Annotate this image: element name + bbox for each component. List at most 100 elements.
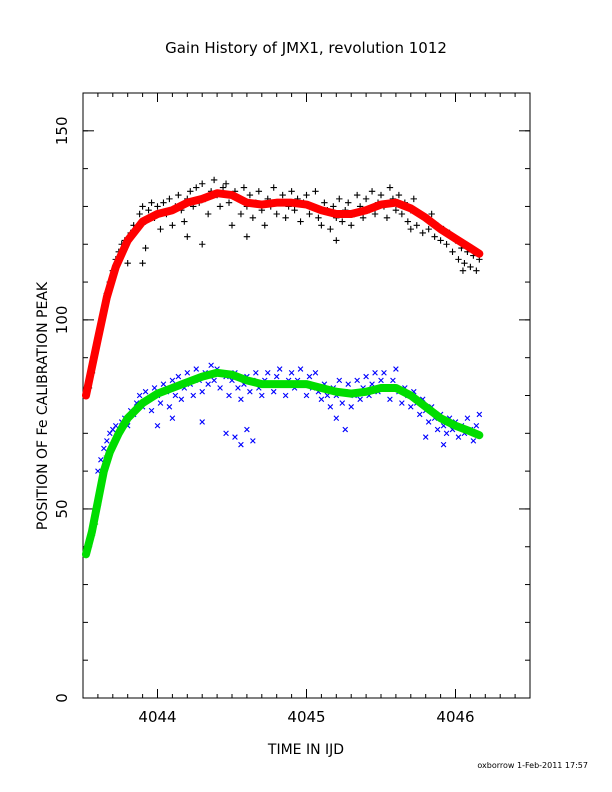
plus-marker <box>348 222 355 229</box>
cross-marker <box>110 426 116 433</box>
cross-marker <box>107 430 113 437</box>
cross-marker <box>288 370 295 376</box>
cross-marker <box>250 438 256 444</box>
plus-marker <box>249 214 257 221</box>
plot-area <box>81 92 531 699</box>
cross-marker <box>142 388 149 395</box>
plus-marker <box>282 214 289 221</box>
cross-marker <box>434 426 441 433</box>
cross-marker <box>443 430 450 437</box>
plus-marker <box>169 222 176 229</box>
plus-marker <box>371 210 379 218</box>
plus-marker <box>345 199 352 206</box>
cross-marker <box>235 385 241 391</box>
cross-marker <box>199 419 205 425</box>
cross-marker <box>470 438 477 444</box>
plus-marker <box>219 184 227 191</box>
cross-marker <box>172 392 179 399</box>
plus-marker <box>386 184 394 191</box>
cross-marker <box>327 404 334 410</box>
plus-marker <box>160 199 167 206</box>
plus-marker <box>199 241 206 248</box>
cross-marker <box>98 456 104 463</box>
plus-marker <box>407 225 414 233</box>
cross-marker <box>211 377 217 384</box>
cross-marker <box>473 422 480 429</box>
cross-marker <box>175 373 182 380</box>
cross-marker <box>333 415 340 421</box>
cross-marker <box>112 422 119 429</box>
cross-marker <box>169 377 176 384</box>
plus-marker <box>240 184 248 191</box>
cross-marker <box>354 377 360 384</box>
cross-marker <box>342 426 349 433</box>
plus-marker <box>175 191 182 199</box>
cross-marker <box>318 396 325 403</box>
plus-marker <box>273 210 280 218</box>
plus-marker <box>237 210 245 218</box>
cross-marker <box>157 400 164 406</box>
plus-marker <box>210 176 218 184</box>
plus-marker <box>443 241 450 248</box>
cross-marker <box>151 385 158 391</box>
fit-curve <box>81 189 484 400</box>
cross-marker <box>464 415 471 421</box>
cross-marker <box>339 400 346 406</box>
y-tick-label: 100 <box>53 306 71 335</box>
plus-marker <box>383 214 391 221</box>
x-tick-label: 4045 <box>287 708 325 726</box>
plus-marker <box>362 195 370 203</box>
x-tick-label: 4044 <box>138 708 176 726</box>
plus-marker <box>437 237 444 244</box>
plus-marker <box>410 195 417 203</box>
fit-curve <box>81 368 484 559</box>
plus-marker <box>255 188 263 195</box>
plus-marker <box>303 191 310 199</box>
cross-marker <box>247 388 253 395</box>
cross-marker <box>455 434 462 440</box>
plus-marker <box>225 199 233 206</box>
cross-marker <box>208 362 214 369</box>
plus-marker <box>315 214 322 221</box>
cross-marker <box>238 396 244 403</box>
plus-marker <box>425 225 432 233</box>
cross-marker <box>372 370 378 376</box>
plus-marker <box>359 214 367 221</box>
y-tick-label: 50 <box>53 499 71 518</box>
cross-marker <box>244 426 250 433</box>
plus-marker <box>473 267 480 274</box>
plus-marker <box>404 218 412 225</box>
cross-marker <box>378 377 384 384</box>
plus-marker <box>413 222 420 229</box>
cross-marker <box>270 388 277 395</box>
cross-marker <box>193 366 200 372</box>
y-tick-label: 150 <box>53 116 71 145</box>
cross-marker <box>136 392 143 399</box>
plus-marker <box>154 203 161 210</box>
plus-marker <box>419 229 426 237</box>
cross-marker <box>422 434 429 440</box>
series-4 <box>81 368 484 559</box>
cross-marker <box>425 419 432 425</box>
series-layer <box>81 176 484 559</box>
cross-marker <box>381 370 387 376</box>
plus-marker <box>392 207 400 214</box>
plus-marker <box>193 184 200 191</box>
cross-marker <box>416 411 423 418</box>
plus-marker <box>398 210 406 218</box>
plus-marker <box>157 225 164 233</box>
plus-marker <box>204 210 212 218</box>
plus-marker <box>142 244 149 252</box>
plus-marker <box>333 237 340 244</box>
cross-marker <box>101 445 107 452</box>
cross-marker <box>399 400 405 406</box>
cross-marker <box>476 411 483 418</box>
cross-marker <box>264 370 271 376</box>
cross-marker <box>357 396 363 403</box>
plus-marker <box>139 203 146 210</box>
plus-marker <box>216 203 224 210</box>
plus-marker <box>306 210 313 218</box>
cross-marker <box>297 366 304 372</box>
cross-marker <box>238 441 244 448</box>
